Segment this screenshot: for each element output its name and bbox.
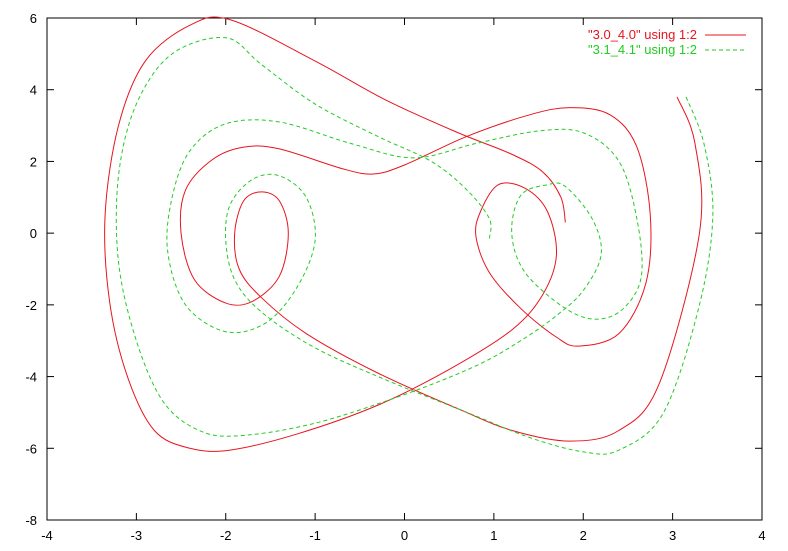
series-line-2: [115, 36, 714, 455]
x-tick-label: 1: [490, 528, 497, 543]
x-tick-label: -2: [220, 528, 232, 543]
x-axis: -4 -3 -2 -1 0 1 2 3 4: [41, 18, 766, 543]
y-tick-label: 6: [30, 11, 37, 26]
legend: "3.0_4.0" using 1:2"3.1_4.1" using 1:2: [588, 27, 746, 57]
plot-frame: [46, 17, 763, 521]
y-tick-label: -2: [25, 298, 37, 313]
x-tick-label: 0: [401, 528, 408, 543]
legend-label-1: "3.0_4.0" using 1:2: [588, 27, 697, 42]
x-tick-label: -1: [309, 528, 321, 543]
y-tick-label: -8: [25, 513, 37, 528]
x-tick-label: 2: [580, 528, 587, 543]
x-tick-label: -3: [131, 528, 143, 543]
y-tick-label: 0: [30, 226, 37, 241]
x-tick-label: 3: [669, 528, 676, 543]
y-tick-label: -4: [25, 370, 37, 385]
x-tick-label: 4: [758, 528, 765, 543]
y-tick-label: 2: [30, 154, 37, 169]
legend-label-2: "3.1_4.1" using 1:2: [588, 42, 697, 57]
y-tick-label: 4: [30, 83, 37, 98]
x-tick-label: -4: [41, 528, 53, 543]
y-tick-label: -6: [25, 441, 37, 456]
series-line-1: [104, 16, 703, 452]
y-axis: -8 -6 -4 -2 0 2 4 6: [25, 11, 762, 528]
series-layer: [104, 16, 714, 455]
